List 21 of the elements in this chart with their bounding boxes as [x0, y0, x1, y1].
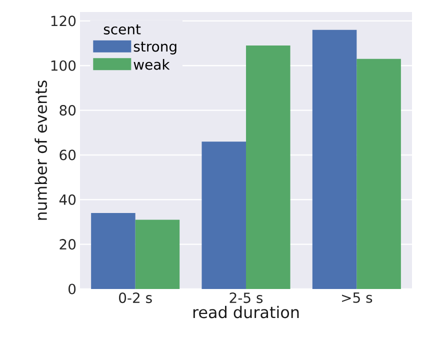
y-tick-label: 0 — [68, 284, 76, 294]
x-tick-label: 0-2 s — [119, 292, 152, 304]
x-axis-title: read duration — [193, 306, 299, 318]
y-tick-label: 80 — [60, 105, 76, 116]
y-axis-title: number of events — [34, 80, 48, 220]
y-tick-label: 20 — [60, 239, 76, 250]
y-tick-label: 120 — [51, 16, 76, 26]
y-tick-label: 60 — [60, 150, 76, 160]
x-tick-label: 2-5 s — [230, 292, 263, 304]
bar — [246, 46, 290, 289]
x-tick-label: >5 s — [342, 292, 372, 303]
legend-label: weak — [134, 59, 170, 70]
bar — [202, 142, 246, 289]
legend-label: strong — [134, 42, 176, 54]
bar — [135, 220, 180, 289]
bar — [356, 58, 401, 289]
bar — [91, 213, 136, 289]
bar — [312, 30, 357, 289]
y-tick-label: 40 — [59, 194, 76, 205]
legend-title: scent — [104, 24, 141, 34]
y-tick-label: 100 — [51, 60, 76, 71]
